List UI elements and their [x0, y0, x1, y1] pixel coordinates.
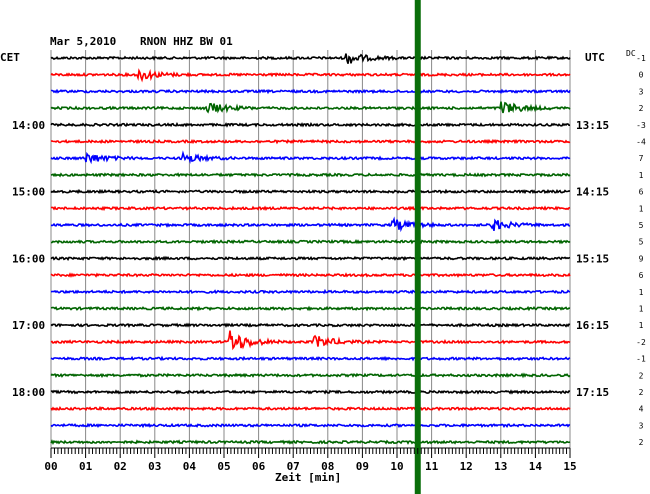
right-time-label: 16:15	[576, 319, 609, 332]
dc-offset-label: 4	[639, 405, 644, 414]
dc-offset-label: 1	[639, 171, 644, 180]
trace-6	[50, 138, 571, 145]
right-zone-label: UTC	[585, 51, 605, 64]
trace-4	[50, 101, 571, 114]
trace-15	[50, 288, 571, 295]
right-time-label: 14:15	[576, 186, 609, 199]
left-time-label: 14:00	[12, 119, 45, 132]
x-tick-label: 06	[252, 460, 266, 473]
dc-offset-label: 6	[639, 188, 644, 197]
trace-14	[50, 272, 571, 278]
x-tick-label: 12	[460, 460, 473, 473]
dc-offset-label: 1	[639, 305, 644, 314]
dc-offset-label: 6	[639, 271, 644, 280]
x-tick-label: 00	[44, 460, 57, 473]
trace-9	[50, 188, 571, 195]
trace-7	[50, 150, 571, 165]
x-tick-label: 09	[356, 460, 369, 473]
date-label: Mar 5,2010	[50, 35, 117, 48]
dc-offset-label: 2	[639, 388, 644, 397]
dc-offset-label: 7	[639, 154, 644, 163]
dc-offset-label: -2	[636, 338, 646, 347]
x-tick-label: 11	[425, 460, 439, 473]
trace-8	[50, 172, 571, 178]
x-tick-label: 10	[390, 460, 403, 473]
dc-offset-label: 3	[639, 87, 644, 96]
trace-16	[50, 305, 571, 312]
dc-offset-label: 2	[639, 104, 644, 113]
dc-offset-label: 9	[639, 254, 644, 263]
trace-layer: -1 0 3 2 -3 -4 7 1 6 1 5 5 9 6 1 1 1 -2 -1 2 2 4 3 2 14:00 15:00 1…	[12, 53, 646, 447]
x-axis: 00 01 02 03 04 05 06 07 08 09 10 11 12 13 14 15	[44, 448, 577, 473]
trace-1	[50, 53, 571, 64]
right-time-label: 15:15	[576, 252, 609, 265]
x-tick-label: 07	[287, 460, 300, 473]
dc-offset-label: 1	[639, 321, 644, 330]
trace-22	[50, 405, 571, 412]
trace-18	[50, 330, 571, 351]
dc-offset-label: 3	[639, 421, 644, 430]
right-time-label: 17:15	[576, 386, 609, 399]
dc-offset-label: 0	[639, 71, 644, 80]
left-time-label: 15:00	[12, 186, 45, 199]
trace-12	[50, 238, 571, 245]
x-tick-label: 03	[148, 460, 161, 473]
right-time-label: 13:15	[576, 119, 609, 132]
trace-10	[50, 205, 571, 212]
trace-2	[50, 68, 571, 83]
left-time-label: 18:00	[12, 386, 45, 399]
dc-offset-label: 1	[639, 204, 644, 213]
dc-offset-label: -1	[636, 355, 646, 364]
left-zone-label: CET	[0, 51, 20, 64]
trace-20	[50, 372, 571, 379]
x-tick-label: 08	[321, 460, 334, 473]
trace-19	[50, 355, 571, 362]
x-tick-label: 04	[183, 460, 197, 473]
dc-offset-label: -1	[636, 54, 646, 63]
x-axis-label: Zeit [min]	[275, 471, 342, 484]
trace-5	[50, 121, 570, 128]
x-tick-label: 15	[563, 460, 576, 473]
trace-23	[50, 422, 571, 429]
dc-offset-label: 2	[639, 371, 644, 380]
station-label: RNON HHZ BW 01	[140, 35, 233, 48]
dc-offset-label: 2	[639, 438, 644, 447]
dc-header: DC	[626, 49, 636, 58]
dc-offset-label: -3	[636, 121, 646, 130]
grid	[50, 50, 571, 449]
x-tick-label: 02	[114, 460, 127, 473]
dc-offset-label: 5	[639, 238, 644, 247]
trace-17	[50, 322, 571, 329]
trace-24	[50, 439, 571, 446]
x-tick-label: 14	[529, 460, 543, 473]
dc-offset-label: -4	[636, 138, 646, 147]
left-time-label: 17:00	[12, 319, 45, 332]
x-tick-label: 13	[494, 460, 507, 473]
trace-13	[50, 255, 571, 262]
dc-offset-label: 1	[639, 288, 644, 297]
x-tick-label: 01	[79, 460, 93, 473]
trace-11	[50, 216, 571, 233]
dc-offset-label: 5	[639, 221, 644, 230]
trace-3	[51, 88, 571, 95]
trace-21	[50, 389, 571, 395]
x-tick-label: 05	[217, 460, 230, 473]
left-time-label: 16:00	[12, 252, 45, 265]
